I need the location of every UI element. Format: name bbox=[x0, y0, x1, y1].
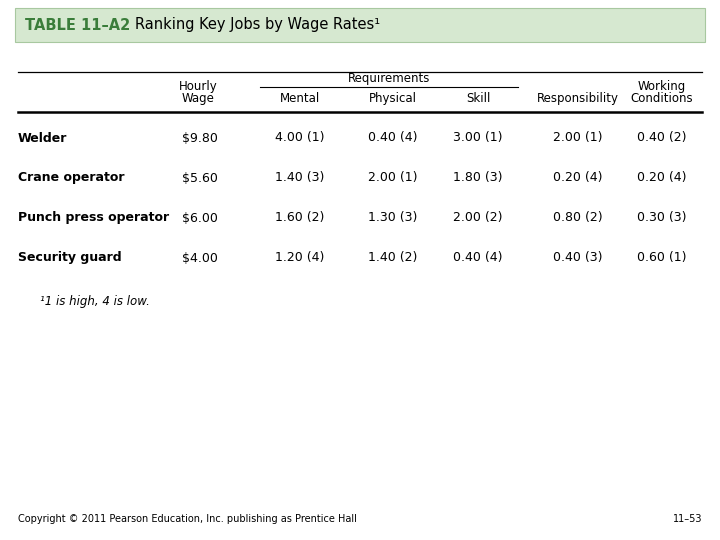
Text: Hourly: Hourly bbox=[179, 80, 217, 93]
Text: 1.20 (4): 1.20 (4) bbox=[275, 252, 325, 265]
Text: Copyright © 2011 Pearson Education, Inc. publishing as Prentice Hall: Copyright © 2011 Pearson Education, Inc.… bbox=[18, 514, 357, 524]
Text: Wage: Wage bbox=[181, 92, 215, 105]
Text: 3.00 (1): 3.00 (1) bbox=[454, 132, 503, 145]
Text: ¹1 is high, 4 is low.: ¹1 is high, 4 is low. bbox=[40, 295, 150, 308]
Text: Conditions: Conditions bbox=[631, 92, 693, 105]
Text: 1.40 (2): 1.40 (2) bbox=[369, 252, 418, 265]
Text: 0.80 (2): 0.80 (2) bbox=[553, 212, 603, 225]
Text: Physical: Physical bbox=[369, 92, 417, 105]
FancyBboxPatch shape bbox=[15, 8, 705, 42]
Text: Welder: Welder bbox=[18, 132, 68, 145]
Text: 0.30 (3): 0.30 (3) bbox=[637, 212, 687, 225]
Text: 0.20 (4): 0.20 (4) bbox=[553, 172, 603, 185]
Text: 0.60 (1): 0.60 (1) bbox=[637, 252, 687, 265]
Text: 1.40 (3): 1.40 (3) bbox=[275, 172, 325, 185]
Text: 4.00 (1): 4.00 (1) bbox=[275, 132, 325, 145]
Text: 1.60 (2): 1.60 (2) bbox=[275, 212, 325, 225]
Text: 2.00 (2): 2.00 (2) bbox=[454, 212, 503, 225]
Text: $9.80: $9.80 bbox=[182, 132, 218, 145]
Text: 2.00 (1): 2.00 (1) bbox=[553, 132, 603, 145]
Text: Security guard: Security guard bbox=[18, 252, 122, 265]
Text: $4.00: $4.00 bbox=[182, 252, 218, 265]
Text: Responsibility: Responsibility bbox=[537, 92, 619, 105]
Text: 1.30 (3): 1.30 (3) bbox=[369, 212, 418, 225]
Text: Skill: Skill bbox=[466, 92, 490, 105]
Text: 0.20 (4): 0.20 (4) bbox=[637, 172, 687, 185]
Text: 1.80 (3): 1.80 (3) bbox=[454, 172, 503, 185]
Text: Ranking Key Jobs by Wage Rates¹: Ranking Key Jobs by Wage Rates¹ bbox=[135, 17, 380, 32]
Text: 0.40 (4): 0.40 (4) bbox=[454, 252, 503, 265]
Text: TABLE 11–A2: TABLE 11–A2 bbox=[25, 17, 130, 32]
Text: 2.00 (1): 2.00 (1) bbox=[368, 172, 418, 185]
Text: Mental: Mental bbox=[280, 92, 320, 105]
Text: $5.60: $5.60 bbox=[182, 172, 218, 185]
Text: 0.40 (3): 0.40 (3) bbox=[553, 252, 603, 265]
Text: Punch press operator: Punch press operator bbox=[18, 212, 169, 225]
Text: $6.00: $6.00 bbox=[182, 212, 218, 225]
Text: Requirements: Requirements bbox=[348, 72, 430, 85]
Text: 11–53: 11–53 bbox=[672, 514, 702, 524]
Text: 0.40 (2): 0.40 (2) bbox=[637, 132, 687, 145]
Text: Working: Working bbox=[638, 80, 686, 93]
Text: Crane operator: Crane operator bbox=[18, 172, 125, 185]
Text: 0.40 (4): 0.40 (4) bbox=[368, 132, 418, 145]
